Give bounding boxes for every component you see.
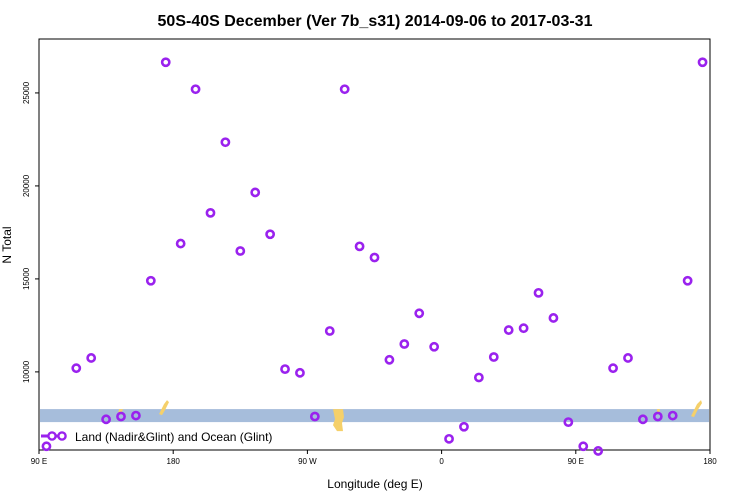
land-patch [159,400,169,416]
data-point [623,353,633,363]
legend-marker [47,431,57,441]
y-tick-label: 25000 [22,81,31,104]
data-point [473,372,484,383]
chart-title: 50S-40S December (Ver 7b_s31) 2014-09-06… [158,13,593,30]
data-point [101,414,111,425]
data-point [116,411,126,422]
y-axis: 10000 15000 20000 25000 [22,81,39,383]
x-tick-label: 90 E [31,457,47,466]
data-point [414,308,425,319]
data-point [488,352,499,362]
data-point [697,57,708,68]
data-point [145,275,156,286]
data-point [369,252,380,263]
data-point [459,421,469,432]
data-point [399,339,410,349]
data-point [339,84,350,95]
data-point [652,411,663,422]
legend-symbol [41,431,67,441]
data-point [324,326,335,336]
data-point [563,417,574,428]
ocean-land-band [40,400,709,432]
data-point [250,187,261,198]
legend: Land (Nadir&Glint) and Ocean (Glint) [41,430,272,444]
data-point [638,414,648,425]
data-point [667,410,678,421]
data-point [384,354,395,365]
data-point [86,353,97,363]
data-point [41,441,52,452]
legend-label: Land (Nadir&Glint) and Ocean (Glint) [75,430,272,444]
data-point [548,313,559,323]
data-point [280,364,290,375]
data-point [354,241,365,252]
data-point [518,323,529,334]
y-axis-label: N Total [0,226,14,263]
data-point [205,207,216,218]
data-point [71,363,82,374]
data-point [175,238,186,249]
y-tick-label: 20000 [22,174,31,197]
data-point [309,411,320,422]
data-point [220,137,231,148]
data-point [533,287,544,298]
data-point [295,367,305,378]
data-point [429,341,440,352]
legend-marker [57,431,67,441]
x-tick-label: 180 [703,457,717,466]
data-points [41,57,708,456]
plot-area [38,38,711,456]
data-point [265,229,276,240]
ocean-band [40,409,709,423]
data-point [235,246,246,256]
data-point [593,446,604,456]
data-point [578,441,589,452]
data-point [444,433,454,444]
x-tick-label: 90 W [298,457,317,466]
land-patch [691,400,702,418]
data-point [190,84,201,95]
land-patch [333,409,344,432]
x-tick-label: 90 E [568,457,584,466]
y-tick-label: 10000 [22,360,31,383]
x-tick-label: 180 [167,457,181,466]
x-tick-label: 0 [439,457,444,466]
data-point [160,57,171,68]
plot-frame [38,38,711,451]
x-axis-label: Longitude (deg E) [327,477,422,491]
data-point [682,275,693,286]
y-tick-label: 15000 [22,267,31,290]
data-point [608,363,618,374]
data-point [131,410,141,421]
x-axis: 90 E 180 90 W 0 90 E 180 [31,450,717,466]
data-point [503,325,514,335]
